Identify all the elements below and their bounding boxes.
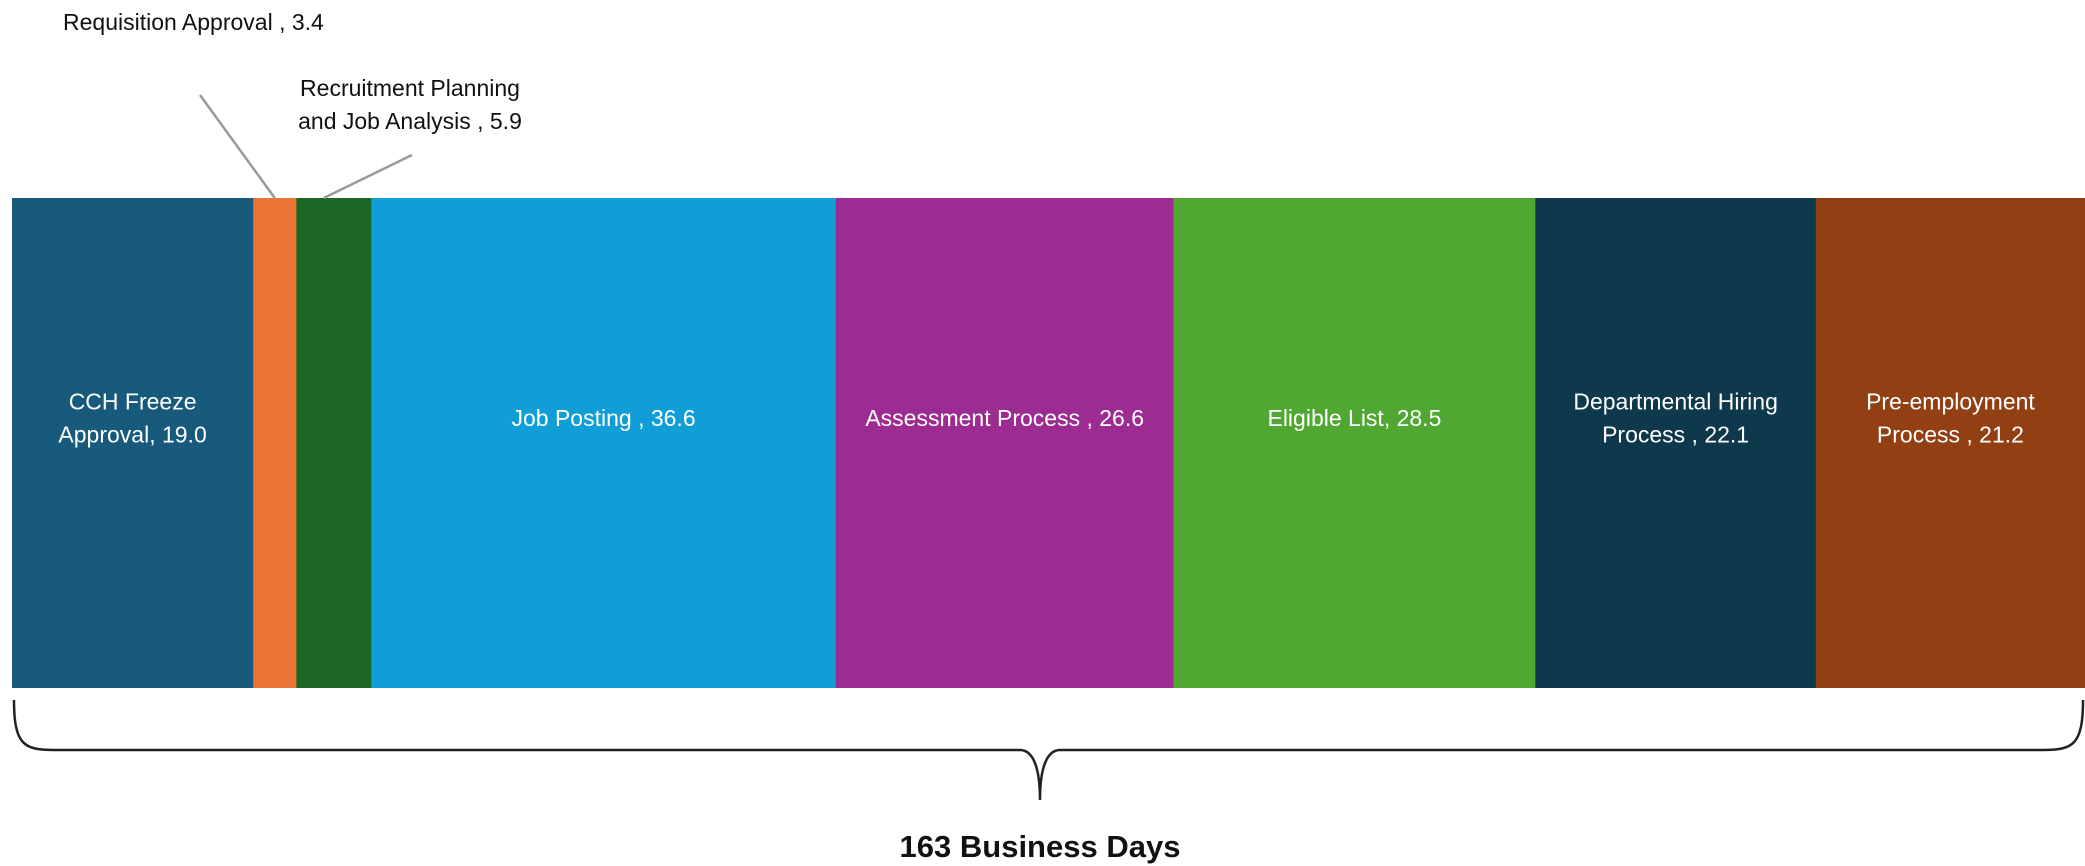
segment-labels: CCH Freeze Approval, 19.0 Job Posting , 36… [58, 389, 2035, 448]
callout-label-recruitment-planning-and-job-analysis: Recruitment Planning and Job Analysis , 5… [298, 75, 522, 134]
bar-segments [12, 198, 2085, 688]
bar-segment-job-posting [371, 198, 837, 688]
bar-segment-requisition-approval [253, 198, 297, 688]
total-brace [12, 699, 2085, 801]
bar-segment-eligible-list [1173, 198, 1536, 688]
segment-label-job-posting: Job Posting , 36.6 [511, 405, 695, 431]
bar-segment-recruitment-planning-and-job-analysis [296, 198, 372, 688]
leader-line-requisition-approval [198, 94, 276, 199]
callout-label-requisition-approval: Requisition Approval , 3.4 [63, 9, 324, 35]
segment-label-eligible-list: Eligible List, 28.5 [1267, 405, 1441, 431]
segment-label-assessment-process: Assessment Process , 26.6 [865, 405, 1144, 431]
callout-labels: Requisition Approval , 3.4 Recruitment Pl… [63, 9, 522, 200]
bar-segment-departmental-hiring-process [1535, 198, 1817, 688]
bar-segment-cch-freeze-approval [12, 198, 254, 688]
segment-label-pre-employment-process: Pre-employment Process , 21.2 [1866, 389, 2035, 448]
total-label: 163 Business Days [900, 829, 1181, 864]
segment-label-departmental-hiring-process: Departmental Hiring Process , 22.1 [1573, 389, 1778, 448]
leader-line-recruitment-planning-and-job-analysis [323, 153, 413, 200]
bar-segment-assessment-process [835, 198, 1175, 688]
bar-segment-pre-employment-process [1815, 198, 2085, 688]
segment-label-cch-freeze-approval: CCH Freeze Approval, 19.0 [58, 389, 206, 448]
